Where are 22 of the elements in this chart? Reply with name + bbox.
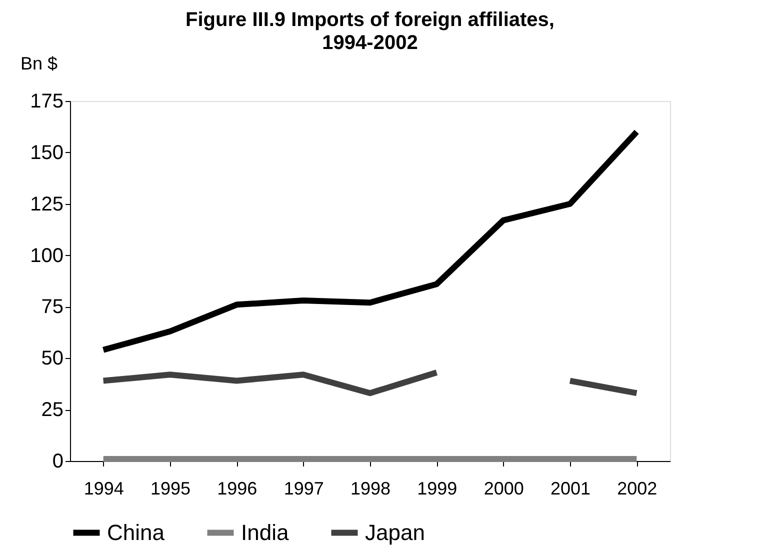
y-tick-label: 150 xyxy=(30,142,64,164)
y-tick-label: 125 xyxy=(30,193,64,216)
y-tick-label: 100 xyxy=(30,244,64,267)
y-tick-label: 75 xyxy=(41,296,64,318)
y-axis-title: Bn $ xyxy=(20,54,58,74)
x-tick-label: 2000 xyxy=(484,478,524,498)
y-tick-label: 175 xyxy=(30,90,64,112)
x-tick-label: 1994 xyxy=(84,478,124,498)
x-tick-label: 1995 xyxy=(150,478,191,498)
x-tick-label: 2001 xyxy=(550,478,591,498)
x-tick-label: 1998 xyxy=(350,478,391,498)
legend-label: China xyxy=(107,520,166,545)
x-tick-label: 1997 xyxy=(284,478,324,498)
y-tick-label: 50 xyxy=(41,348,64,370)
y-tick-label: 25 xyxy=(41,399,64,422)
x-tick-label: 1996 xyxy=(217,478,258,498)
x-tick-label: 2002 xyxy=(617,478,658,498)
x-tick-label: 1999 xyxy=(417,478,458,498)
legend-label: Japan xyxy=(365,520,425,545)
legend-label: India xyxy=(241,520,290,545)
y-tick-label: 0 xyxy=(52,450,64,472)
chart-title: Figure III.9 Imports of foreign affiliates, 1994-2002 xyxy=(186,9,554,54)
